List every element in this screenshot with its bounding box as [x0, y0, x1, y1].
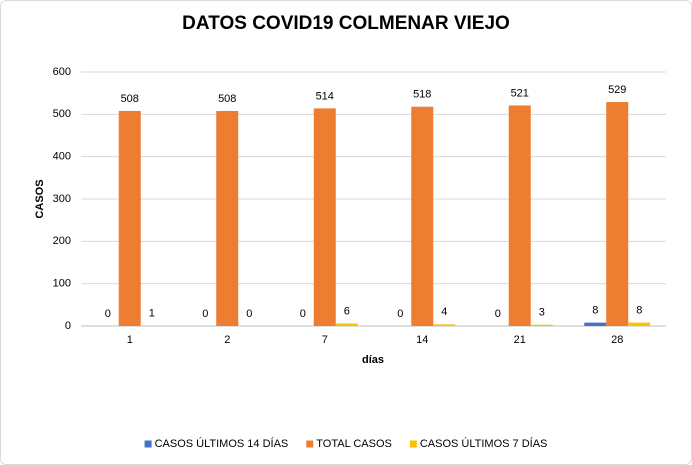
data-label: 514	[316, 90, 334, 102]
x-tick-label: 2	[224, 334, 230, 346]
legend-swatch	[306, 440, 314, 448]
data-label: 529	[608, 84, 626, 96]
x-axis-title: días	[362, 354, 384, 366]
chart-title: DATOS COVID19 COLMENAR VIEJO	[182, 13, 510, 34]
y-tick-label: 200	[53, 235, 71, 247]
bar	[118, 110, 141, 327]
y-tick-label: 300	[53, 193, 71, 205]
bar	[584, 322, 607, 326]
bar	[313, 108, 336, 326]
legend-label: CASOS ÚLTIMOS 7 DÍAS	[420, 437, 548, 450]
data-label: 0	[202, 308, 208, 320]
bar	[628, 322, 651, 326]
bar	[530, 324, 553, 326]
bar	[216, 110, 239, 327]
legend-swatch	[409, 440, 417, 448]
x-tick-label: 1	[127, 334, 133, 346]
y-axis-title: CASOS	[34, 179, 46, 218]
data-label: 8	[592, 305, 598, 317]
data-label: 0	[246, 308, 252, 320]
legend-label: TOTAL CASOS	[316, 438, 392, 450]
x-tick-label: 21	[514, 334, 526, 346]
bar	[508, 105, 531, 327]
data-label: 1	[149, 307, 155, 319]
bar	[433, 324, 456, 326]
data-label: 6	[344, 305, 350, 317]
bar	[606, 102, 629, 326]
legend-label: CASOS ÚLTIMOS 14 DÍAS	[155, 437, 289, 450]
bar	[411, 106, 434, 326]
data-label: 0	[495, 308, 501, 320]
data-label: 0	[397, 308, 403, 320]
y-tick-label: 100	[53, 278, 71, 290]
data-label: 8	[636, 305, 642, 317]
data-label: 508	[121, 93, 139, 105]
x-tick-label: 14	[416, 334, 428, 346]
y-tick-label: 0	[65, 320, 71, 332]
y-tick-label: 400	[53, 151, 71, 163]
data-label: 0	[105, 308, 111, 320]
data-label: 508	[218, 93, 236, 105]
data-label: 521	[511, 87, 529, 99]
data-label: 518	[413, 89, 431, 101]
x-tick-label: 28	[611, 334, 623, 346]
data-label: 4	[441, 306, 447, 318]
y-tick-label: 500	[53, 108, 71, 120]
x-tick-label: 7	[322, 334, 328, 346]
bar	[335, 323, 358, 326]
legend-swatch	[144, 440, 152, 448]
data-label: 3	[539, 307, 545, 319]
y-tick-label: 600	[53, 66, 71, 78]
data-label: 0	[300, 308, 306, 320]
